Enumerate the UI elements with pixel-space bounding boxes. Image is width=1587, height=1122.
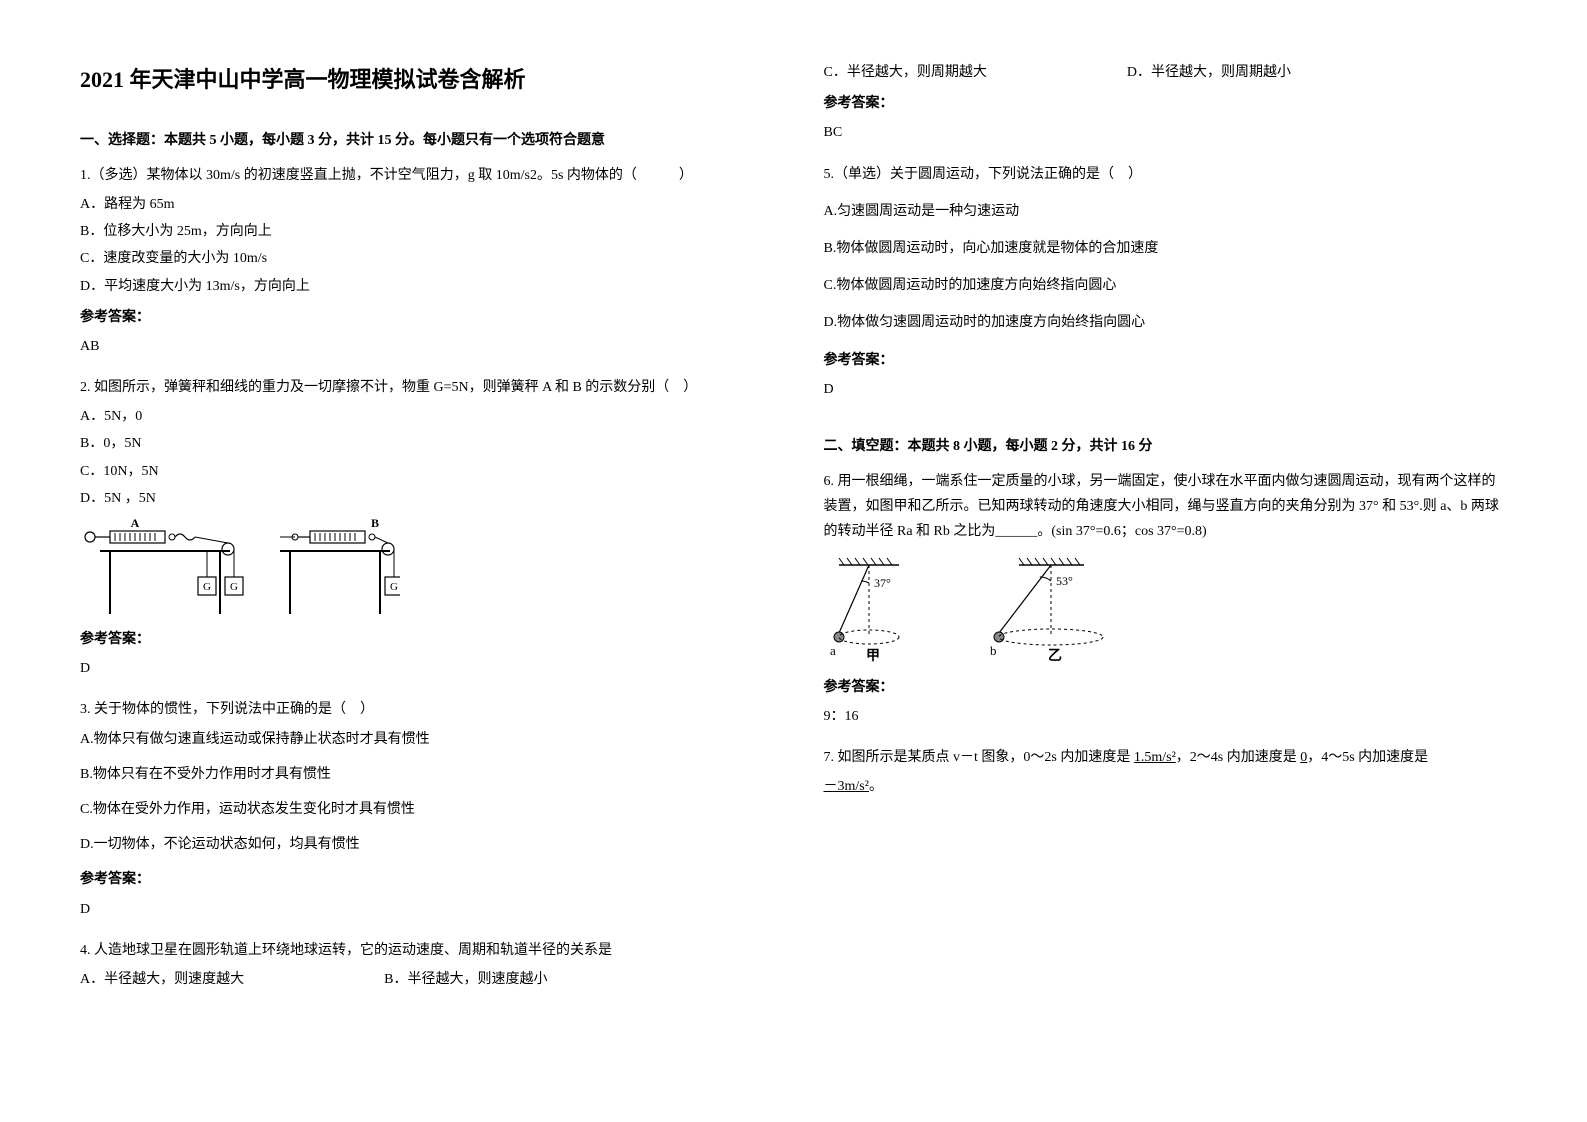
q3-answer: D: [80, 897, 764, 922]
q5-optD: D.物体做匀速圆周运动时的加速度方向始终指向圆心: [824, 310, 1508, 335]
svg-text:53°: 53°: [1056, 574, 1073, 588]
section1-header: 一、选择题：本题共 5 小题，每小题 3 分，共计 15 分。每小题只有一个选项…: [80, 128, 764, 153]
q2-optB: B．0，5N: [80, 431, 764, 456]
q2-answer: D: [80, 656, 764, 681]
q3-optA: A.物体只有做匀速直线运动或保持静止状态时才具有惯性: [80, 727, 764, 752]
q4-optA: A．半径越大，则速度越大: [80, 967, 244, 992]
svg-text:G: G: [203, 581, 211, 593]
q2-text: 2. 如图所示，弹簧秤和细线的重力及一切摩擦不计，物重 G=5N，则弹簧秤 A …: [80, 375, 764, 400]
q5-options: A.匀速圆周运动是一种匀速运动 B.物体做圆周运动时，向心加速度就是物体的合加速…: [824, 199, 1508, 336]
q7-prefix: 7. 如图所示是某质点 v－t 图象，0～2s 内加速度是: [824, 750, 1134, 765]
q7-val3: －3m/s²: [824, 779, 869, 794]
q5-answer-label: 参考答案：: [824, 348, 1508, 373]
svg-text:A: A: [131, 519, 140, 530]
q3-text: 3. 关于物体的惯性，下列说法中正确的是（ ）: [80, 697, 764, 722]
svg-text:37°: 37°: [874, 576, 891, 590]
q4-options-row2: C．半径越大，则周期越大 D．半径越大，则周期越小: [824, 60, 1508, 85]
q7-line2: －3m/s²。: [824, 774, 1508, 799]
q1-options: A．路程为 65m B．位移大小为 25m，方向向上 C．速度改变量的大小为 1…: [80, 192, 764, 299]
page-title: 2021 年天津中山中学高一物理模拟试卷含解析: [80, 60, 764, 100]
q7-val1: 1.5m/s²: [1134, 750, 1176, 765]
section2-header: 二、填空题：本题共 8 小题，每小题 2 分，共计 16 分: [824, 434, 1508, 459]
svg-text:G: G: [230, 581, 238, 593]
q6-answer-label: 参考答案：: [824, 675, 1508, 700]
q1-optC: C．速度改变量的大小为 10m/s: [80, 246, 764, 271]
q1-answer: AB: [80, 334, 764, 359]
question-7: 7. 如图所示是某质点 v－t 图象，0～2s 内加速度是 1.5m/s²，2～…: [824, 745, 1508, 799]
q4-optC: C．半径越大，则周期越大: [824, 60, 987, 85]
q4-optD: D．半径越大，则周期越小: [1127, 60, 1291, 85]
q2-answer-label: 参考答案：: [80, 627, 764, 652]
question-3: 3. 关于物体的惯性，下列说法中正确的是（ ） A.物体只有做匀速直线运动或保持…: [80, 697, 764, 931]
q7-text: 7. 如图所示是某质点 v－t 图象，0～2s 内加速度是 1.5m/s²，2～…: [824, 745, 1508, 770]
pendulum-diagram: 37° a 甲 53° b 乙: [824, 555, 1508, 665]
q2-optD: D．5N ，5N: [80, 486, 764, 511]
q1-optA: A．路程为 65m: [80, 192, 764, 217]
q3-options: A.物体只有做匀速直线运动或保持静止状态时才具有惯性 B.物体只有在不受外力作用…: [80, 727, 764, 858]
right-column: C．半径越大，则周期越大 D．半径越大，则周期越小 参考答案： BC 5.（单选…: [824, 60, 1508, 1062]
q1-optD: D．平均速度大小为 13m/s，方向向上: [80, 274, 764, 299]
question-4-cont: C．半径越大，则周期越大 D．半径越大，则周期越小 参考答案： BC: [824, 60, 1508, 156]
svg-text:b: b: [990, 643, 997, 658]
svg-text:甲: 甲: [866, 648, 880, 664]
q4-answer: BC: [824, 120, 1508, 145]
q5-optA: A.匀速圆周运动是一种匀速运动: [824, 199, 1508, 224]
svg-text:a: a: [830, 643, 836, 658]
question-6: 6. 用一根细绳，一端系住一定质量的小球，另一端固定，使小球在水平面内做匀速圆周…: [824, 469, 1508, 739]
q4-optB: B．半径越大，则速度越小: [384, 967, 547, 992]
q4-options-row1: A．半径越大，则速度越大 B．半径越大，则速度越小: [80, 967, 764, 992]
q4-answer-label: 参考答案：: [824, 91, 1508, 116]
q6-answer: 9：16: [824, 704, 1508, 729]
svg-text:B: B: [371, 519, 379, 530]
q4-text: 4. 人造地球卫星在圆形轨道上环绕地球运转，它的运动速度、周期和轨道半径的关系是: [80, 938, 764, 963]
q3-optB: B.物体只有在不受外力作用时才具有惯性: [80, 762, 764, 787]
question-2: 2. 如图所示，弹簧秤和细线的重力及一切摩擦不计，物重 G=5N，则弹簧秤 A …: [80, 375, 764, 691]
q5-optB: B.物体做圆周运动时，向心加速度就是物体的合加速度: [824, 236, 1508, 261]
q1-optB: B．位移大小为 25m，方向向上: [80, 219, 764, 244]
q5-text: 5.（单选）关于圆周运动，下列说法正确的是（ ）: [824, 162, 1508, 187]
q6-text: 6. 用一根细绳，一端系住一定质量的小球，另一端固定，使小球在水平面内做匀速圆周…: [824, 469, 1508, 545]
q3-optD: D.一切物体，不论运动状态如何，均具有惯性: [80, 832, 764, 857]
q7-mid1: ，2～4s 内加速度是: [1176, 750, 1300, 765]
q5-answer: D: [824, 377, 1508, 402]
q5-optC: C.物体做圆周运动时的加速度方向始终指向圆心: [824, 273, 1508, 298]
svg-text:乙: 乙: [1048, 648, 1062, 664]
q3-optC: C.物体在受外力作用，运动状态发生变化时才具有惯性: [80, 797, 764, 822]
question-5: 5.（单选）关于圆周运动，下列说法正确的是（ ） A.匀速圆周运动是一种匀速运动…: [824, 162, 1508, 412]
left-column: 2021 年天津中山中学高一物理模拟试卷含解析 一、选择题：本题共 5 小题，每…: [80, 60, 764, 1062]
q3-answer-label: 参考答案：: [80, 867, 764, 892]
q2-options: A．5N，0 B．0，5N C．10N，5N D．5N ，5N: [80, 404, 764, 511]
question-1: 1.（多选）某物体以 30m/s 的初速度竖直上抛，不计空气阻力，g 取 10m…: [80, 163, 764, 369]
question-4: 4. 人造地球卫星在圆形轨道上环绕地球运转，它的运动速度、周期和轨道半径的关系是…: [80, 938, 764, 992]
q7-end: 。: [869, 779, 883, 794]
q7-mid2: ，4～5s 内加速度是: [1307, 750, 1428, 765]
q2-optC: C．10N，5N: [80, 459, 764, 484]
q2-optA: A．5N，0: [80, 404, 764, 429]
svg-text:G: G: [390, 581, 398, 593]
q1-answer-label: 参考答案：: [80, 305, 764, 330]
spring-scale-diagram: A G G B: [80, 519, 764, 619]
q1-text: 1.（多选）某物体以 30m/s 的初速度竖直上抛，不计空气阻力，g 取 10m…: [80, 163, 764, 188]
